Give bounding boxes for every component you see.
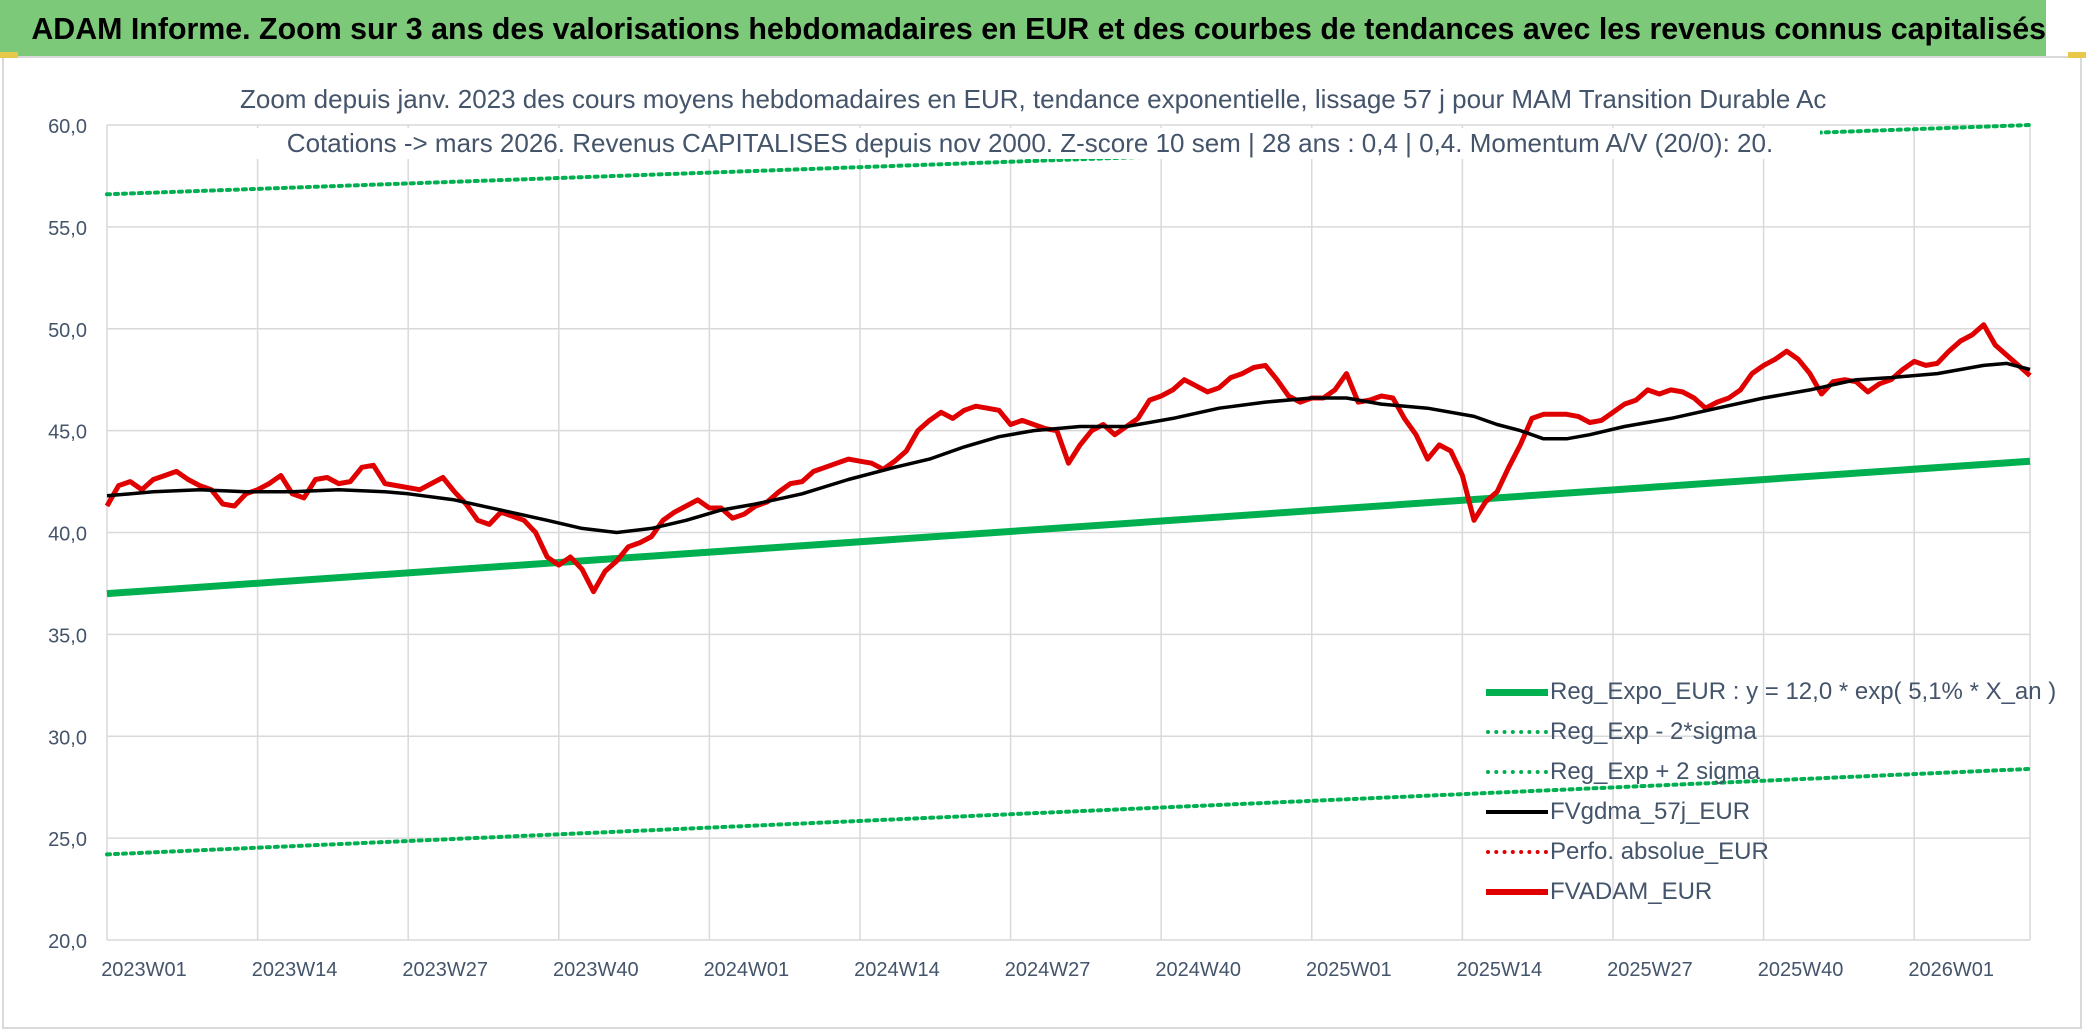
chart-subtitle: Cotations -> mars 2026. Revenus CAPITALI… bbox=[240, 128, 1820, 159]
x-tick-label: 2024W14 bbox=[854, 959, 940, 981]
y-tick-label: 35,0 bbox=[48, 625, 87, 647]
gridlines bbox=[106, 124, 2031, 941]
x-tick-label: 2023W27 bbox=[402, 959, 488, 981]
x-tick-label: 2023W01 bbox=[101, 959, 187, 981]
report-title-banner: ADAM Informe. Zoom sur 3 ans des valoris… bbox=[0, 0, 2046, 56]
x-tick-label: 2023W14 bbox=[252, 959, 338, 981]
legend-item: Reg_Exp + 2 sigma bbox=[1480, 754, 2040, 794]
series-line-5 bbox=[104, 322, 2032, 595]
legend-label: Reg_Exp - 2*sigma bbox=[1550, 718, 1757, 745]
legend-swatch bbox=[1486, 810, 1548, 814]
y-tick-label: 30,0 bbox=[48, 727, 87, 749]
y-tick-label: 20,0 bbox=[48, 931, 87, 953]
legend-swatch bbox=[1486, 850, 1548, 854]
legend-item: FVgdma_57j_EUR bbox=[1480, 794, 2040, 834]
x-tick-label: 2025W14 bbox=[1457, 959, 1543, 981]
chart-title: Zoom depuis janv. 2023 des cours moyens … bbox=[240, 84, 1827, 115]
chart-legend: Reg_Expo_EUR : y = 12,0 * exp( 5,1% * X_… bbox=[1480, 674, 2056, 914]
legend-item: Reg_Expo_EUR : y = 12,0 * exp( 5,1% * X_… bbox=[1480, 674, 2056, 714]
series-lines bbox=[104, 123, 2032, 857]
x-tick-label: 2025W27 bbox=[1607, 959, 1693, 981]
series-line-3 bbox=[106, 361, 2031, 535]
legend-label: Reg_Exp + 2 sigma bbox=[1550, 758, 1761, 785]
legend-swatch bbox=[1486, 688, 1548, 696]
legend-swatch bbox=[1486, 730, 1548, 734]
y-tick-label: 40,0 bbox=[48, 524, 87, 546]
y-tick-label: 45,0 bbox=[48, 422, 87, 444]
series-line-1 bbox=[105, 766, 2032, 857]
corner-marker-left bbox=[0, 52, 18, 58]
x-tick-label: 2026W01 bbox=[1908, 959, 1994, 981]
legend-swatch bbox=[1486, 770, 1548, 774]
corner-marker-right bbox=[2068, 52, 2086, 58]
y-tick-label: 55,0 bbox=[48, 218, 87, 240]
legend-item: FVADAM_EUR bbox=[1480, 874, 2040, 914]
x-axis-tick-labels: 2023W01 2023W14 2023W27 2023W40 2024W01 2024W… bbox=[101, 959, 1994, 981]
y-tick-label: 60,0 bbox=[48, 116, 87, 138]
series-line-0 bbox=[106, 457, 2031, 598]
legend-item: Reg_Exp - 2*sigma bbox=[1480, 714, 2040, 754]
y-tick-label: 50,0 bbox=[48, 320, 87, 342]
legend-label: FVADAM_EUR bbox=[1550, 878, 1713, 905]
y-axis-tick-labels: 20,0 25,0 30,0 35,0 40,0 45,0 50,0 55,0 60,0 bbox=[48, 116, 87, 953]
x-tick-label: 2024W01 bbox=[704, 959, 790, 981]
x-tick-label: 2025W40 bbox=[1758, 959, 1844, 981]
x-tick-label: 2024W27 bbox=[1005, 959, 1091, 981]
x-tick-label: 2023W40 bbox=[553, 959, 639, 981]
x-tick-label: 2025W01 bbox=[1306, 959, 1392, 981]
legend-item: Perfo. absolue_EUR bbox=[1480, 834, 2040, 874]
y-tick-label: 25,0 bbox=[48, 829, 87, 851]
x-tick-label: 2024W40 bbox=[1155, 959, 1241, 981]
legend-label: FVgdma_57j_EUR bbox=[1550, 798, 1751, 825]
chart-frame bbox=[2, 56, 2082, 1029]
legend-label: Perfo. absolue_EUR bbox=[1550, 838, 1769, 865]
legend-label: Reg_Expo_EUR : y = 12,0 * exp( 5,1% * X_… bbox=[1550, 678, 2057, 705]
legend-swatch bbox=[1486, 889, 1548, 895]
